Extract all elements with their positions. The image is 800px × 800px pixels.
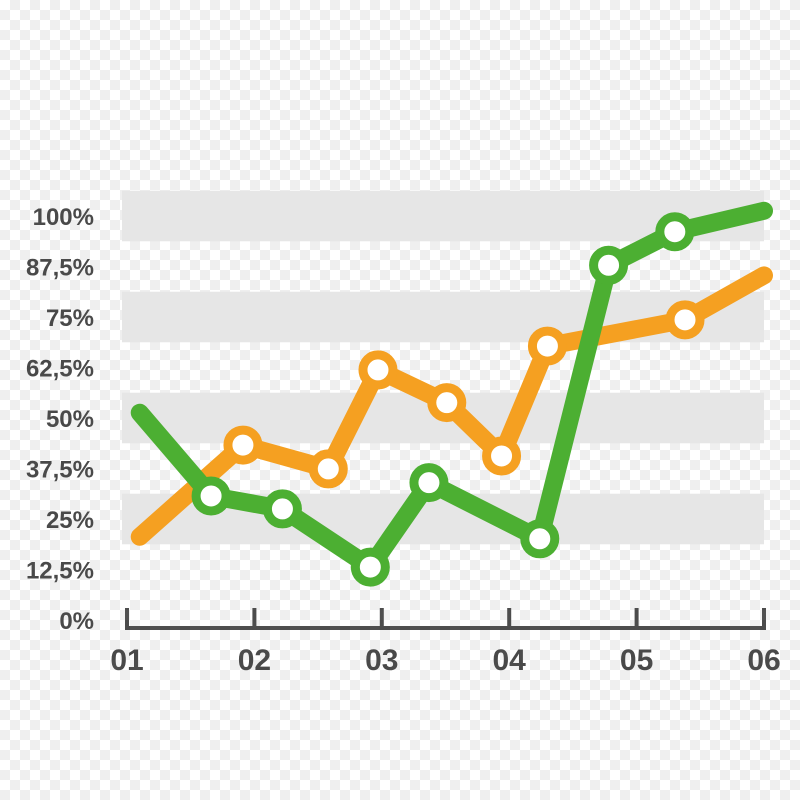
y-tick-label: 50%	[46, 406, 94, 433]
y-tick-label: 87,5%	[26, 255, 94, 282]
data-point	[191, 476, 231, 516]
x-tick-label: 03	[365, 644, 398, 677]
data-point	[262, 489, 302, 529]
x-tick-label: 04	[493, 644, 527, 677]
data-point	[358, 350, 398, 390]
x-tick-label: 02	[238, 644, 271, 677]
data-point	[589, 245, 629, 285]
y-tick-label: 75%	[46, 305, 94, 332]
y-tick-label: 100%	[33, 204, 94, 231]
x-tick-labels: 01 02 03 04 05 06	[110, 644, 780, 677]
y-tick-labels: 0% 12,5% 25% 37,5% 50% 62,5% 75% 87,5% 100%	[26, 204, 94, 635]
data-point	[308, 449, 348, 489]
series-2	[130, 201, 773, 587]
data-point	[223, 425, 263, 465]
data-point	[520, 519, 560, 559]
y-tick-label: 62,5%	[26, 356, 94, 383]
x-tick-label: 06	[747, 644, 780, 677]
data-point	[665, 300, 705, 340]
y-tick-label: 0%	[59, 608, 94, 635]
data-point	[409, 463, 449, 503]
x-tick-label: 01	[110, 644, 143, 677]
y-tick-label: 37,5%	[26, 457, 94, 484]
data-point	[527, 326, 567, 366]
data-point	[350, 547, 390, 587]
series-group	[130, 201, 773, 587]
y-tick-label: 12,5%	[26, 558, 94, 585]
y-tick-label: 25%	[46, 507, 94, 534]
series-1	[130, 266, 773, 546]
data-point	[482, 436, 522, 476]
data-point	[655, 212, 695, 252]
x-tick-label: 05	[620, 644, 653, 677]
x-axis	[125, 608, 766, 630]
data-point	[427, 383, 467, 423]
